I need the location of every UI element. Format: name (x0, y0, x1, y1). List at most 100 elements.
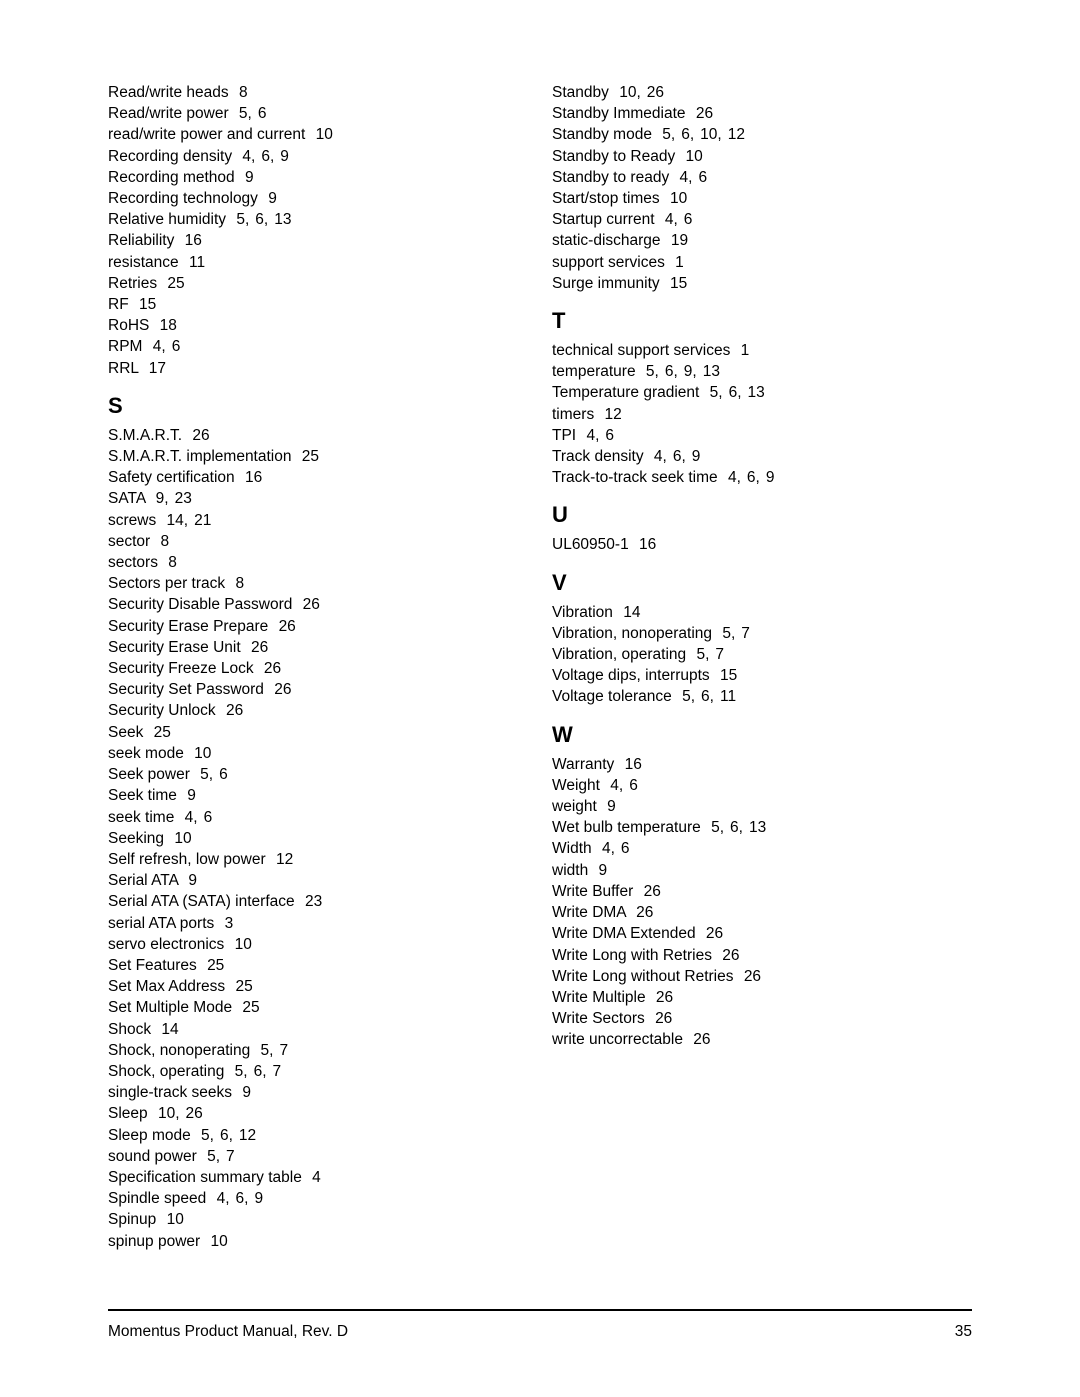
index-page-ref[interactable]: 26 (636, 904, 653, 921)
index-page-ref[interactable]: 8 (239, 84, 248, 101)
index-page-ref[interactable]: 9 (242, 1084, 251, 1101)
index-page-ref[interactable]: 26 (264, 660, 281, 677)
index-page-ref[interactable]: 9 (188, 872, 197, 889)
index-page-ref[interactable]: 23 (305, 893, 322, 910)
index-page-ref[interactable]: 10 (700, 126, 722, 143)
index-page-ref[interactable]: 9 (766, 469, 775, 486)
index-page-ref[interactable]: 5 (662, 126, 675, 143)
index-page-ref[interactable]: 13 (748, 384, 765, 401)
index-page-ref[interactable]: 26 (655, 1010, 672, 1027)
index-page-ref[interactable]: 5 (236, 211, 249, 228)
index-page-ref[interactable]: 5 (646, 363, 659, 380)
index-page-ref[interactable]: 26 (186, 1105, 203, 1122)
index-page-ref[interactable]: 6 (258, 105, 267, 122)
index-page-ref[interactable]: 9 (245, 169, 254, 186)
index-page-ref[interactable]: 15 (720, 667, 737, 684)
index-page-ref[interactable]: 3 (225, 915, 234, 932)
index-page-ref[interactable]: 4 (153, 338, 166, 355)
index-page-ref[interactable]: 5 (235, 1063, 248, 1080)
index-page-ref[interactable]: 26 (696, 105, 713, 122)
index-page-ref[interactable]: 7 (741, 625, 750, 642)
index-page-ref[interactable]: 5 (696, 646, 709, 663)
index-page-ref[interactable]: 12 (239, 1127, 256, 1144)
index-page-ref[interactable]: 16 (625, 756, 642, 773)
index-page-ref[interactable]: 14 (161, 1021, 178, 1038)
index-page-ref[interactable]: 5 (261, 1042, 274, 1059)
index-page-ref[interactable]: 7 (279, 1042, 288, 1059)
index-page-ref[interactable]: 9 (684, 363, 697, 380)
index-page-ref[interactable]: 10 (194, 745, 211, 762)
index-page-ref[interactable]: 25 (302, 448, 319, 465)
index-page-ref[interactable]: 25 (154, 724, 171, 741)
index-page-ref[interactable]: 6 (673, 448, 686, 465)
index-page-ref[interactable]: 6 (621, 840, 630, 857)
index-page-ref[interactable]: 6 (701, 688, 714, 705)
index-page-ref[interactable]: 6 (747, 469, 760, 486)
index-page-ref[interactable]: 11 (189, 254, 205, 271)
index-page-ref[interactable]: 9 (607, 798, 616, 815)
index-page-ref[interactable]: 25 (242, 999, 259, 1016)
index-page-ref[interactable]: 26 (192, 427, 209, 444)
index-page-ref[interactable]: 26 (647, 84, 664, 101)
index-page-ref[interactable]: 15 (139, 296, 156, 313)
index-page-ref[interactable]: 4 (610, 777, 623, 794)
index-page-ref[interactable]: 7 (273, 1063, 282, 1080)
index-page-ref[interactable]: 6 (681, 126, 694, 143)
index-page-ref[interactable]: 5 (239, 105, 252, 122)
index-page-ref[interactable]: 19 (671, 232, 688, 249)
index-page-ref[interactable]: 9 (280, 148, 289, 165)
index-page-ref[interactable]: 4 (586, 427, 599, 444)
index-page-ref[interactable]: 6 (605, 427, 614, 444)
index-page-ref[interactable]: 8 (161, 533, 170, 550)
index-page-ref[interactable]: 8 (235, 575, 244, 592)
index-page-ref[interactable]: 5 (207, 1148, 220, 1165)
index-page-ref[interactable]: 14 (623, 604, 640, 621)
index-page-ref[interactable]: 4 (728, 469, 741, 486)
index-page-ref[interactable]: 4 (312, 1169, 321, 1186)
index-page-ref[interactable]: 18 (160, 317, 177, 334)
index-page-ref[interactable]: 6 (255, 211, 268, 228)
index-page-ref[interactable]: 17 (149, 360, 166, 377)
index-page-ref[interactable]: 10 (686, 148, 703, 165)
index-page-ref[interactable]: 25 (167, 275, 184, 292)
index-page-ref[interactable]: 6 (261, 148, 274, 165)
index-page-ref[interactable]: 12 (276, 851, 293, 868)
index-page-ref[interactable]: 15 (670, 275, 687, 292)
index-page-ref[interactable]: 6 (629, 777, 638, 794)
index-page-ref[interactable]: 6 (729, 384, 742, 401)
index-page-ref[interactable]: 4 (217, 1190, 230, 1207)
index-page-ref[interactable]: 5 (722, 625, 735, 642)
index-page-ref[interactable]: 6 (684, 211, 693, 228)
index-page-ref[interactable]: 1 (741, 342, 750, 359)
index-page-ref[interactable]: 26 (279, 618, 296, 635)
index-page-ref[interactable]: 13 (703, 363, 720, 380)
index-page-ref[interactable]: 4 (242, 148, 255, 165)
index-page-ref[interactable]: 9 (692, 448, 701, 465)
index-page-ref[interactable]: 4 (665, 211, 678, 228)
index-page-ref[interactable]: 1 (675, 254, 684, 271)
index-page-ref[interactable]: 9 (254, 1190, 263, 1207)
index-page-ref[interactable]: 6 (219, 766, 228, 783)
index-page-ref[interactable]: 7 (715, 646, 724, 663)
index-page-ref[interactable]: 26 (744, 968, 761, 985)
index-page-ref[interactable]: 26 (656, 989, 673, 1006)
index-page-ref[interactable]: 10 (158, 1105, 180, 1122)
index-page-ref[interactable]: 6 (236, 1190, 249, 1207)
index-page-ref[interactable]: 12 (605, 406, 622, 423)
index-page-ref[interactable]: 23 (175, 490, 192, 507)
index-page-ref[interactable]: 10 (316, 126, 333, 143)
index-page-ref[interactable]: 16 (185, 232, 202, 249)
index-page-ref[interactable]: 6 (730, 819, 743, 836)
index-page-ref[interactable]: 6 (665, 363, 678, 380)
index-page-ref[interactable]: 10 (235, 936, 252, 953)
index-page-ref[interactable]: 13 (274, 211, 291, 228)
index-page-ref[interactable]: 9 (156, 490, 169, 507)
index-page-ref[interactable]: 5 (201, 1127, 214, 1144)
index-page-ref[interactable]: 10 (211, 1233, 228, 1250)
index-page-ref[interactable]: 13 (749, 819, 766, 836)
index-page-ref[interactable]: 4 (680, 169, 693, 186)
index-page-ref[interactable]: 26 (706, 925, 723, 942)
index-page-ref[interactable]: 9 (599, 862, 608, 879)
index-page-ref[interactable]: 26 (226, 702, 243, 719)
index-page-ref[interactable]: 6 (204, 809, 213, 826)
